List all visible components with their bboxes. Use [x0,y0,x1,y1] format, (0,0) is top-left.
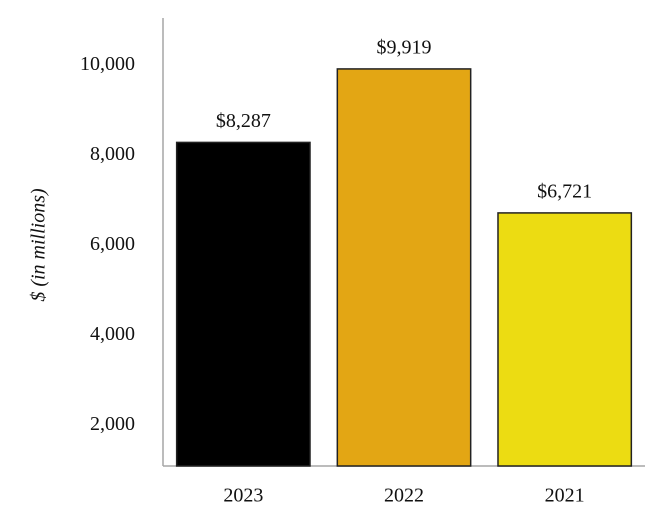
x-tick-label: 2022 [384,485,424,507]
value-label: $8,287 [216,110,271,132]
value-label: $6,721 [537,181,592,203]
x-tick-label: 2021 [545,485,585,507]
bar [336,68,472,467]
y-tick-label: 2,000 [90,413,135,435]
bar [175,141,311,467]
y-tick-label: 4,000 [90,323,135,345]
value-label: $9,919 [377,37,432,59]
x-tick-label: 2023 [223,485,263,507]
y-tick-label: 10,000 [80,53,135,75]
y-tick-label: 8,000 [90,143,135,165]
bar [497,212,633,467]
y-tick-label: 6,000 [90,233,135,255]
y-axis-title: $ (in millions) [28,188,50,302]
